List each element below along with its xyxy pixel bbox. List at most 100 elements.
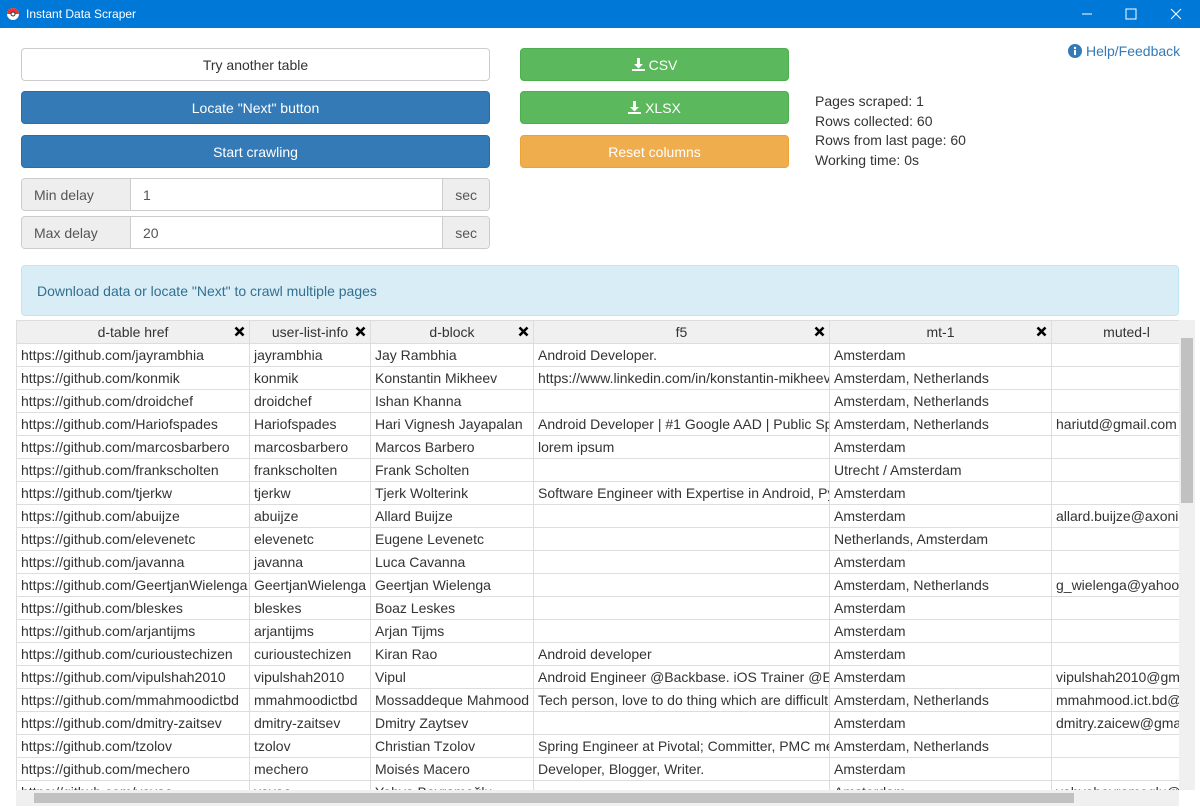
table-row: https://github.com/jayrambhia jayrambhia J… xyxy=(16,343,1179,367)
table-cell: mmahmoodictbd xyxy=(249,688,371,712)
table-cell: https://github.com/konmik xyxy=(16,366,250,390)
table-cell xyxy=(1051,550,1179,574)
table-cell xyxy=(1051,596,1179,620)
table-cell: Amsterdam, Netherlands xyxy=(829,366,1052,390)
table-cell xyxy=(533,573,830,597)
table-cell: hariutd@gmail.com xyxy=(1051,412,1179,436)
title-bar: Instant Data Scraper xyxy=(0,0,1200,28)
table-cell: Dmitry Zaytsev xyxy=(370,711,534,735)
column-header-label: d-table href xyxy=(97,324,169,340)
table-cell: Hariofspades xyxy=(249,412,371,436)
table-cell xyxy=(533,389,830,413)
table-cell: Hari Vignesh Jayapalan xyxy=(370,412,534,436)
window-controls[interactable] xyxy=(1070,0,1200,28)
csv-label: CSV xyxy=(648,56,678,73)
remove-column-icon[interactable] xyxy=(355,326,366,337)
info-icon xyxy=(1068,44,1082,58)
table-cell: yavaa xyxy=(249,780,371,790)
min-delay-input[interactable]: 1 xyxy=(143,186,151,203)
column-header[interactable]: muted-l xyxy=(1051,320,1179,344)
remove-column-icon[interactable] xyxy=(518,326,529,337)
table-cell: Amsterdam, Netherlands xyxy=(829,389,1052,413)
table-cell: Android developer xyxy=(533,642,830,666)
table-cell: yahyabayramoglu@ xyxy=(1051,780,1179,790)
table-row: https://github.com/elevenetc elevenetc Eug… xyxy=(16,527,1179,551)
table-cell: https://www.linkedin.com/in/konstantin-m… xyxy=(533,366,830,390)
table-cell: Amsterdam, Netherlands xyxy=(829,734,1052,758)
column-header[interactable]: d-block xyxy=(370,320,534,344)
table-cell: Ishan Khanna xyxy=(370,389,534,413)
table-cell: Allard Buijze xyxy=(370,504,534,528)
column-header[interactable]: d-table href xyxy=(16,320,250,344)
column-header[interactable]: f5 xyxy=(533,320,830,344)
try-another-button[interactable]: Try another table xyxy=(21,48,490,81)
table-cell xyxy=(1051,757,1179,781)
table-cell: Amsterdam xyxy=(829,550,1052,574)
column-header-label: d-block xyxy=(429,324,475,340)
xlsx-button[interactable]: XLSX xyxy=(520,91,789,124)
table-row: https://github.com/curioustechizen curiou… xyxy=(16,642,1179,666)
table-cell: Android Developer | #1 Google AAD | Publ… xyxy=(533,412,830,436)
table-cell xyxy=(1051,366,1179,390)
reset-columns-button[interactable]: Reset columns xyxy=(520,135,789,168)
start-crawling-button[interactable]: Start crawling xyxy=(21,135,490,168)
table-cell: jayrambhia xyxy=(249,343,371,367)
table-cell xyxy=(1051,389,1179,413)
table-row: https://github.com/bleskes bleskes Boaz Le… xyxy=(16,596,1179,620)
locate-next-button[interactable]: Locate "Next" button xyxy=(21,91,490,124)
min-delay-label: Min delay xyxy=(22,179,131,210)
csv-button[interactable]: CSV xyxy=(520,48,789,81)
table-cell: https://github.com/tjerkw xyxy=(16,481,250,505)
window-title: Instant Data Scraper xyxy=(26,7,137,21)
table-cell: Amsterdam, Netherlands xyxy=(829,688,1052,712)
table-cell: Android Engineer @Backbase. iOS Trainer … xyxy=(533,665,830,689)
table-cell xyxy=(533,596,830,620)
remove-column-icon[interactable] xyxy=(1036,326,1047,337)
download-icon xyxy=(628,101,642,114)
table-row: https://github.com/GeertjanWielenga Geert… xyxy=(16,573,1179,597)
stat-line: Rows collected: 60 xyxy=(815,112,933,129)
app-icon xyxy=(7,8,19,20)
table-cell xyxy=(533,711,830,735)
table-cell: Kiran Rao xyxy=(370,642,534,666)
table-cell: abuijze xyxy=(249,504,371,528)
table-cell: Tech person, love to do thing which are … xyxy=(533,688,830,712)
table-cell: Konstantin Mikheev xyxy=(370,366,534,390)
table-cell: Android Developer. xyxy=(533,343,830,367)
table-cell: curioustechizen xyxy=(249,642,371,666)
table-row: https://github.com/arjantijms arjantijms A… xyxy=(16,619,1179,643)
table-cell: Software Engineer with Expertise in Andr… xyxy=(533,481,830,505)
table-cell: Mossaddeque Mahmood xyxy=(370,688,534,712)
help-label[interactable]: Help/Feedback xyxy=(1086,43,1181,59)
table-cell: Amsterdam xyxy=(829,780,1052,790)
table-cell: Christian Tzolov xyxy=(370,734,534,758)
table-cell xyxy=(1051,481,1179,505)
table-cell: https://github.com/droidchef xyxy=(16,389,250,413)
table-cell: Amsterdam, Netherlands xyxy=(829,573,1052,597)
table-cell xyxy=(1051,435,1179,459)
info-alert: Download data or locate "Next" to crawl … xyxy=(21,265,1179,316)
column-header[interactable]: user-list-info xyxy=(249,320,371,344)
column-header[interactable]: mt-1 xyxy=(829,320,1052,344)
max-delay-unit: sec xyxy=(442,217,489,248)
table-cell: https://github.com/GeertjanWielenga xyxy=(16,573,250,597)
table-cell xyxy=(533,619,830,643)
horizontal-scrollbar[interactable] xyxy=(16,790,1179,806)
table-cell: Spring Engineer at Pivotal; Committer, P… xyxy=(533,734,830,758)
table-cell: javanna xyxy=(249,550,371,574)
help-link[interactable]: Help/Feedback xyxy=(1068,43,1180,59)
remove-column-icon[interactable] xyxy=(814,326,825,337)
max-delay-input[interactable]: 20 xyxy=(143,224,159,241)
vertical-scrollbar[interactable] xyxy=(1179,320,1195,790)
xlsx-label: XLSX xyxy=(645,99,681,116)
table-cell: Jay Rambhia xyxy=(370,343,534,367)
table-cell: dmitry.zaicew@gma xyxy=(1051,711,1179,735)
table-cell xyxy=(533,780,830,790)
table-cell: tzolov xyxy=(249,734,371,758)
table-row: https://github.com/mechero mechero Moisés … xyxy=(16,757,1179,781)
remove-column-icon[interactable] xyxy=(234,326,245,337)
stat-line: Rows from last page: 60 xyxy=(815,132,966,149)
table-cell xyxy=(1051,343,1179,367)
table-cell: arjantijms xyxy=(249,619,371,643)
table-cell: https://github.com/abuijze xyxy=(16,504,250,528)
